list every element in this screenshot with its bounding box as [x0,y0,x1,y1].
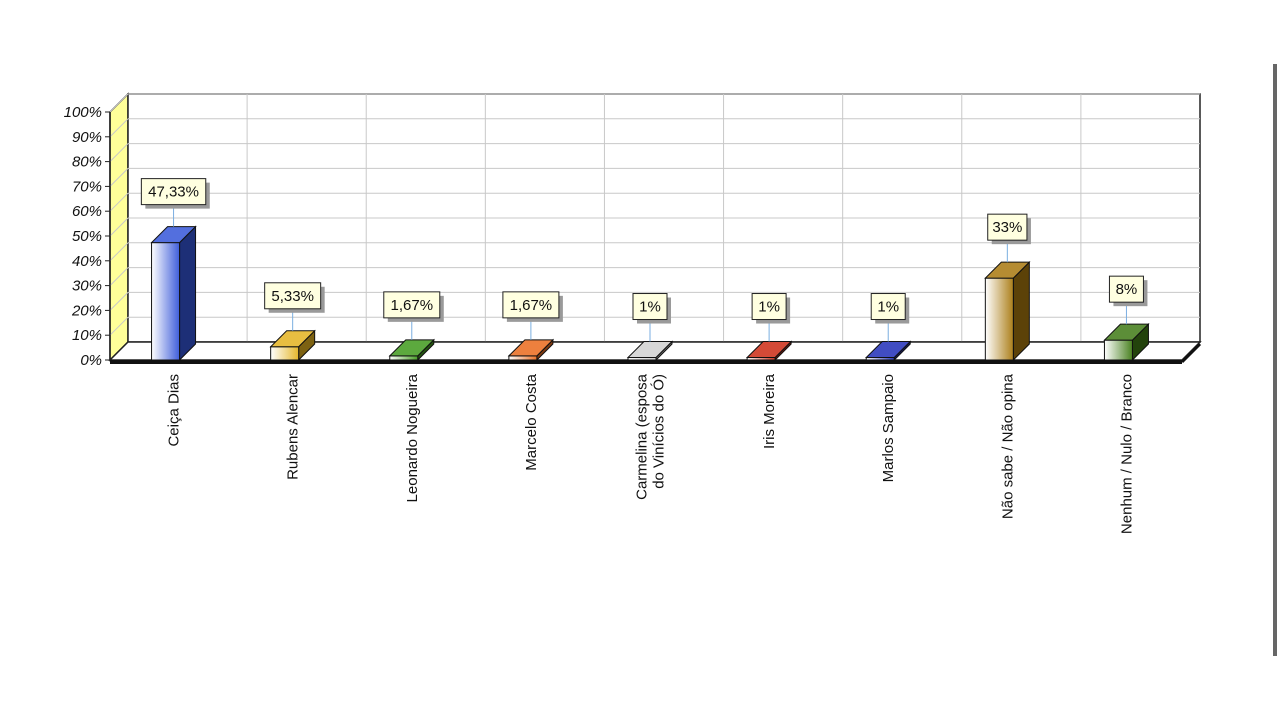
bar-front [151,242,181,361]
right-edge-rule [1273,64,1277,656]
gridline-sidewall [109,118,129,138]
category-label-line: do Vinícios do Ó) [651,374,668,489]
bar-side [1012,260,1030,362]
y-tick-label: 20% [71,302,102,319]
bar-top [150,226,197,244]
floor-right-edge [1180,342,1202,364]
bar-front [270,346,300,361]
data-label: 1% [632,293,671,342]
gridline-sidewall [109,143,129,162]
bar-side [179,225,197,362]
gridline-sidewall [109,217,129,237]
data-label-box [502,291,560,319]
gridline-sidewall [109,192,129,212]
data-label: 1,67% [383,291,444,340]
bar [507,338,555,362]
gridline-sidewall [109,316,129,336]
category-label-line: Carmelina (esposa [634,373,651,500]
data-label-text: 1,67% [510,297,553,314]
data-label-box [987,213,1028,241]
bar-top [507,339,555,357]
category-label: Leonardo Nogueira [404,373,421,502]
category-label: Rubens Alencar [285,374,302,480]
y-tick-label: 40% [72,253,102,270]
bar-front [984,277,1014,361]
gridline-sidewall [109,93,129,113]
bar [865,340,912,362]
y-tick-label: 10% [72,327,102,344]
category-label-line: Rubens Alencar [285,374,302,480]
category-label-line: Nenhum / Nulo / Branco [1118,374,1135,534]
category-label: Carmelina (esposado Vinícios do Ó) [634,373,668,500]
y-tick-label: 60% [72,203,102,220]
data-label-text: 1% [758,299,780,316]
gridline-sidewall [109,242,129,262]
bar [388,338,435,362]
bar-front [508,355,538,361]
data-label: 5,33% [264,282,325,331]
category-label-line: Iris Moreira [761,373,778,449]
bar-top [626,341,674,359]
data-label-box [870,293,906,321]
data-label-text: 33% [992,219,1022,236]
bar-top [745,341,793,359]
data-label: 47,33% [140,178,210,227]
category-label-line: Leonardo Nogueira [404,373,421,502]
data-label: 1% [751,293,791,342]
data-label-text: 8% [1116,281,1138,298]
category-label: Marcelo Costa [523,373,540,470]
data-label-box [383,291,441,319]
category-label: Marlos Sampaio [880,374,897,482]
gridline-sidewall [109,267,129,286]
data-label-text: 47,33% [148,184,199,201]
category-label-line: Marlos Sampaio [880,374,897,482]
y-tick-label: 90% [72,129,102,146]
y-tick-label: 50% [72,228,102,245]
bar [745,340,793,362]
y-tick-label: 80% [72,154,102,171]
gridline-sidewall [109,292,129,311]
bar [269,329,316,362]
bar-top [269,330,316,348]
bar [626,340,674,362]
bar [1103,322,1150,362]
bar-top [1103,323,1150,341]
data-label-text: 1% [639,299,661,316]
bar-front [389,355,419,361]
bar [150,225,197,362]
bar [984,260,1031,362]
data-label-box [264,282,322,310]
bar-front [1103,339,1133,361]
category-label-line: Marcelo Costa [523,373,540,470]
category-label-line: Ceiça Dias [166,374,183,447]
data-label: 1,67% [502,291,563,340]
bar-top [388,339,435,357]
gridline-sidewall [109,168,129,187]
data-label-text: 1% [877,299,899,316]
data-label-box [140,178,207,206]
data-label-box [1108,275,1144,303]
category-label: Nenhum / Nulo / Branco [1118,374,1135,534]
data-label-text: 1,67% [391,297,434,314]
data-label: 33% [987,213,1031,263]
data-label: 1% [870,293,910,342]
category-label-line: Não sabe / Não opina [999,373,1016,519]
data-label: 8% [1108,275,1148,325]
y-tick-label: 100% [64,104,102,121]
bar-top [865,341,912,359]
data-label-text: 5,33% [271,288,314,305]
data-label-box [632,293,668,321]
y-tick-label: 30% [72,278,102,295]
category-label: Ceiça Dias [166,374,183,447]
bar-top [984,261,1031,279]
y-tick-label: 70% [72,178,102,195]
category-label: Iris Moreira [761,373,778,449]
y-tick-label: 0% [80,352,102,369]
category-label: Não sabe / Não opina [999,373,1016,519]
data-label-box [751,293,787,321]
